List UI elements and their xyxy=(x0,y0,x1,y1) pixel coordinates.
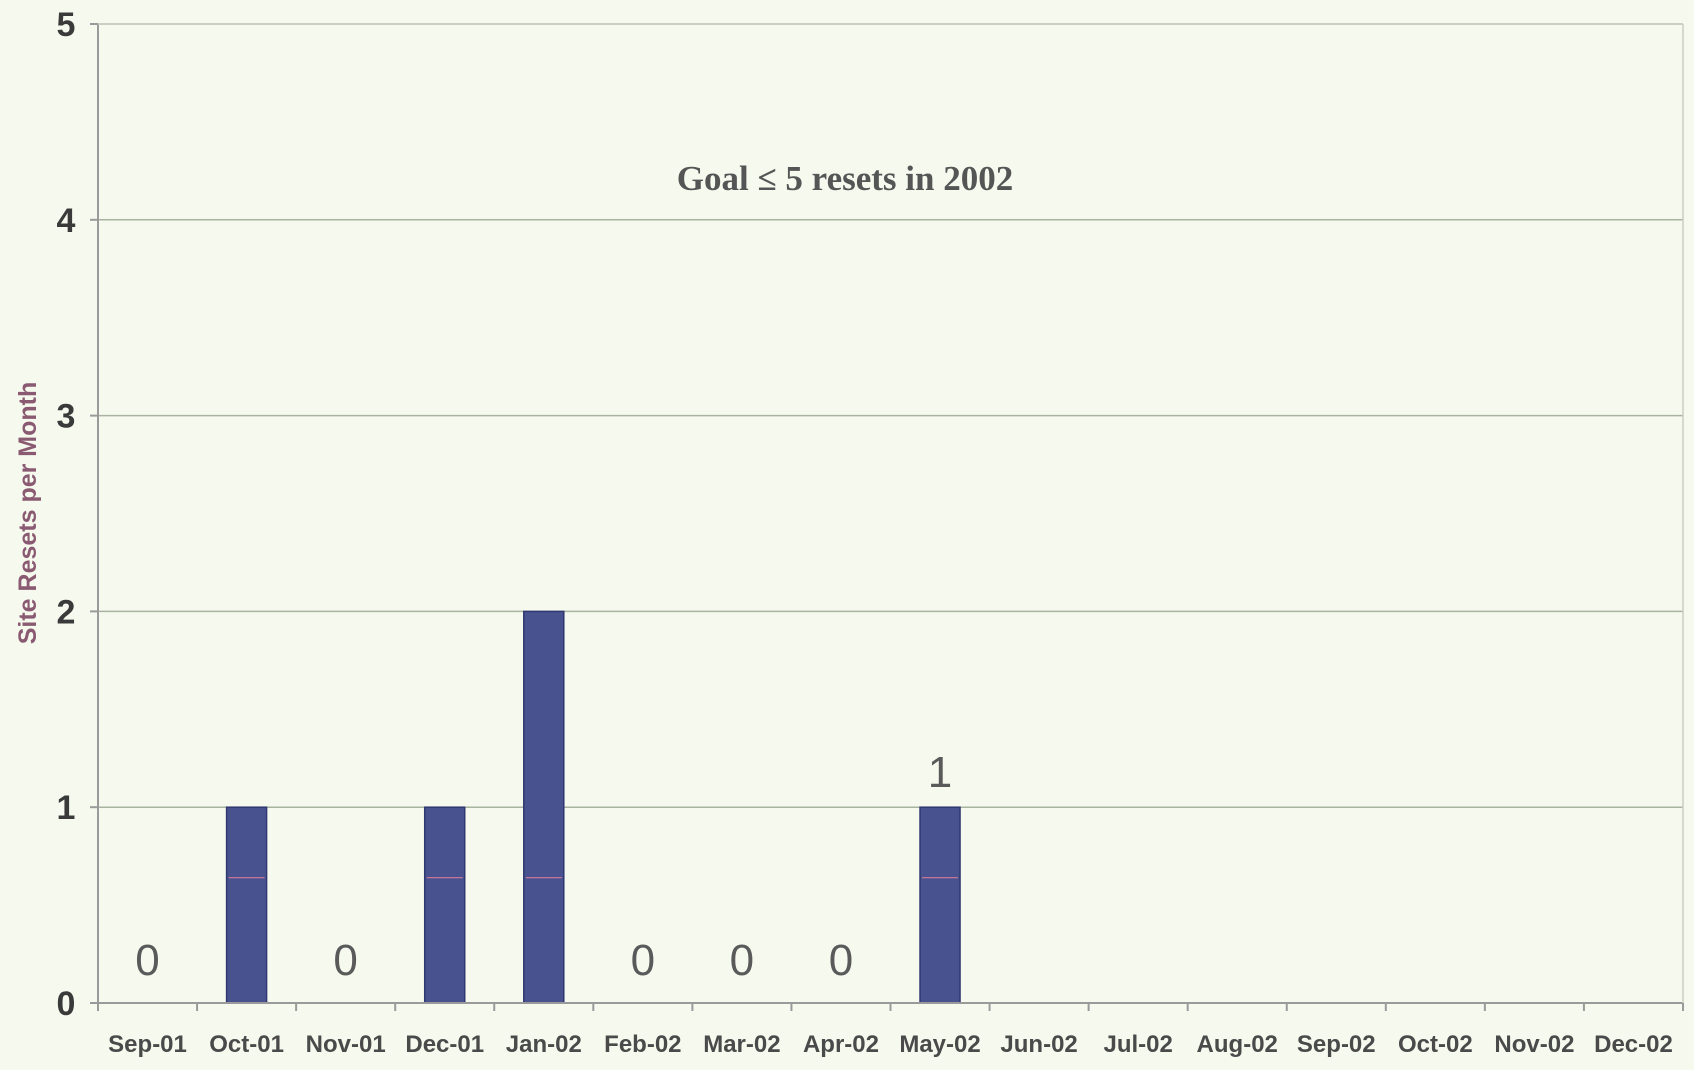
x-tick-label: Sep-02 xyxy=(1297,1031,1376,1058)
data-label: 0 xyxy=(730,936,754,985)
y-tick-labels: 0 1 2 3 4 5 xyxy=(57,6,76,1023)
data-labels: 0 0 0 0 0 1 xyxy=(135,748,952,985)
y-tick-label: 1 xyxy=(57,789,76,827)
y-tick-label: 5 xyxy=(57,6,76,44)
y-tick-label: 0 xyxy=(57,985,76,1023)
x-tick-label: Jun-02 xyxy=(1000,1031,1077,1058)
x-tick-label: Dec-02 xyxy=(1594,1031,1673,1058)
x-tick-label: Nov-01 xyxy=(306,1031,386,1058)
bar-Dec-01 xyxy=(423,806,466,1004)
bar-May-02 xyxy=(919,806,961,1004)
y-tick-label: 2 xyxy=(57,593,76,631)
x-tick-label: Jan-02 xyxy=(506,1031,582,1058)
y-tick-label: 3 xyxy=(57,398,76,436)
data-label: 0 xyxy=(135,936,159,985)
bars xyxy=(225,610,961,1004)
axes xyxy=(90,23,1684,1011)
x-tick-label: Sep-01 xyxy=(108,1031,187,1058)
gridlines xyxy=(98,23,1683,808)
x-tick-label: Oct-02 xyxy=(1398,1031,1473,1058)
bar-Jan-02 xyxy=(523,610,565,1004)
x-tick-label: Dec-01 xyxy=(405,1031,484,1058)
x-tick-label: Apr-02 xyxy=(803,1031,879,1058)
x-tick-labels: Sep-01 Oct-01 Nov-01 Dec-01 Jan-02 Feb-02 Mar-… xyxy=(108,1031,1673,1058)
data-label: 0 xyxy=(631,936,655,985)
x-tick-label: Aug-02 xyxy=(1197,1031,1278,1058)
y-axis-label: Site Resets per Month xyxy=(14,382,42,645)
data-label: 0 xyxy=(829,936,853,985)
y-tick-label: 4 xyxy=(57,202,76,240)
x-tick-label: Oct-01 xyxy=(209,1031,284,1058)
x-tick-label: May-02 xyxy=(899,1031,980,1058)
goal-annotation: Goal ≤ 5 resets in 2002 xyxy=(677,159,1013,198)
x-tick-label: Feb-02 xyxy=(604,1031,681,1058)
x-tick-label: Jul-02 xyxy=(1103,1031,1172,1058)
x-tick-label: Nov-02 xyxy=(1494,1031,1574,1058)
data-label: 0 xyxy=(333,936,357,985)
x-tick-label: Mar-02 xyxy=(703,1031,780,1058)
data-label: 1 xyxy=(928,748,952,797)
bar-Oct-01 xyxy=(225,806,268,1004)
